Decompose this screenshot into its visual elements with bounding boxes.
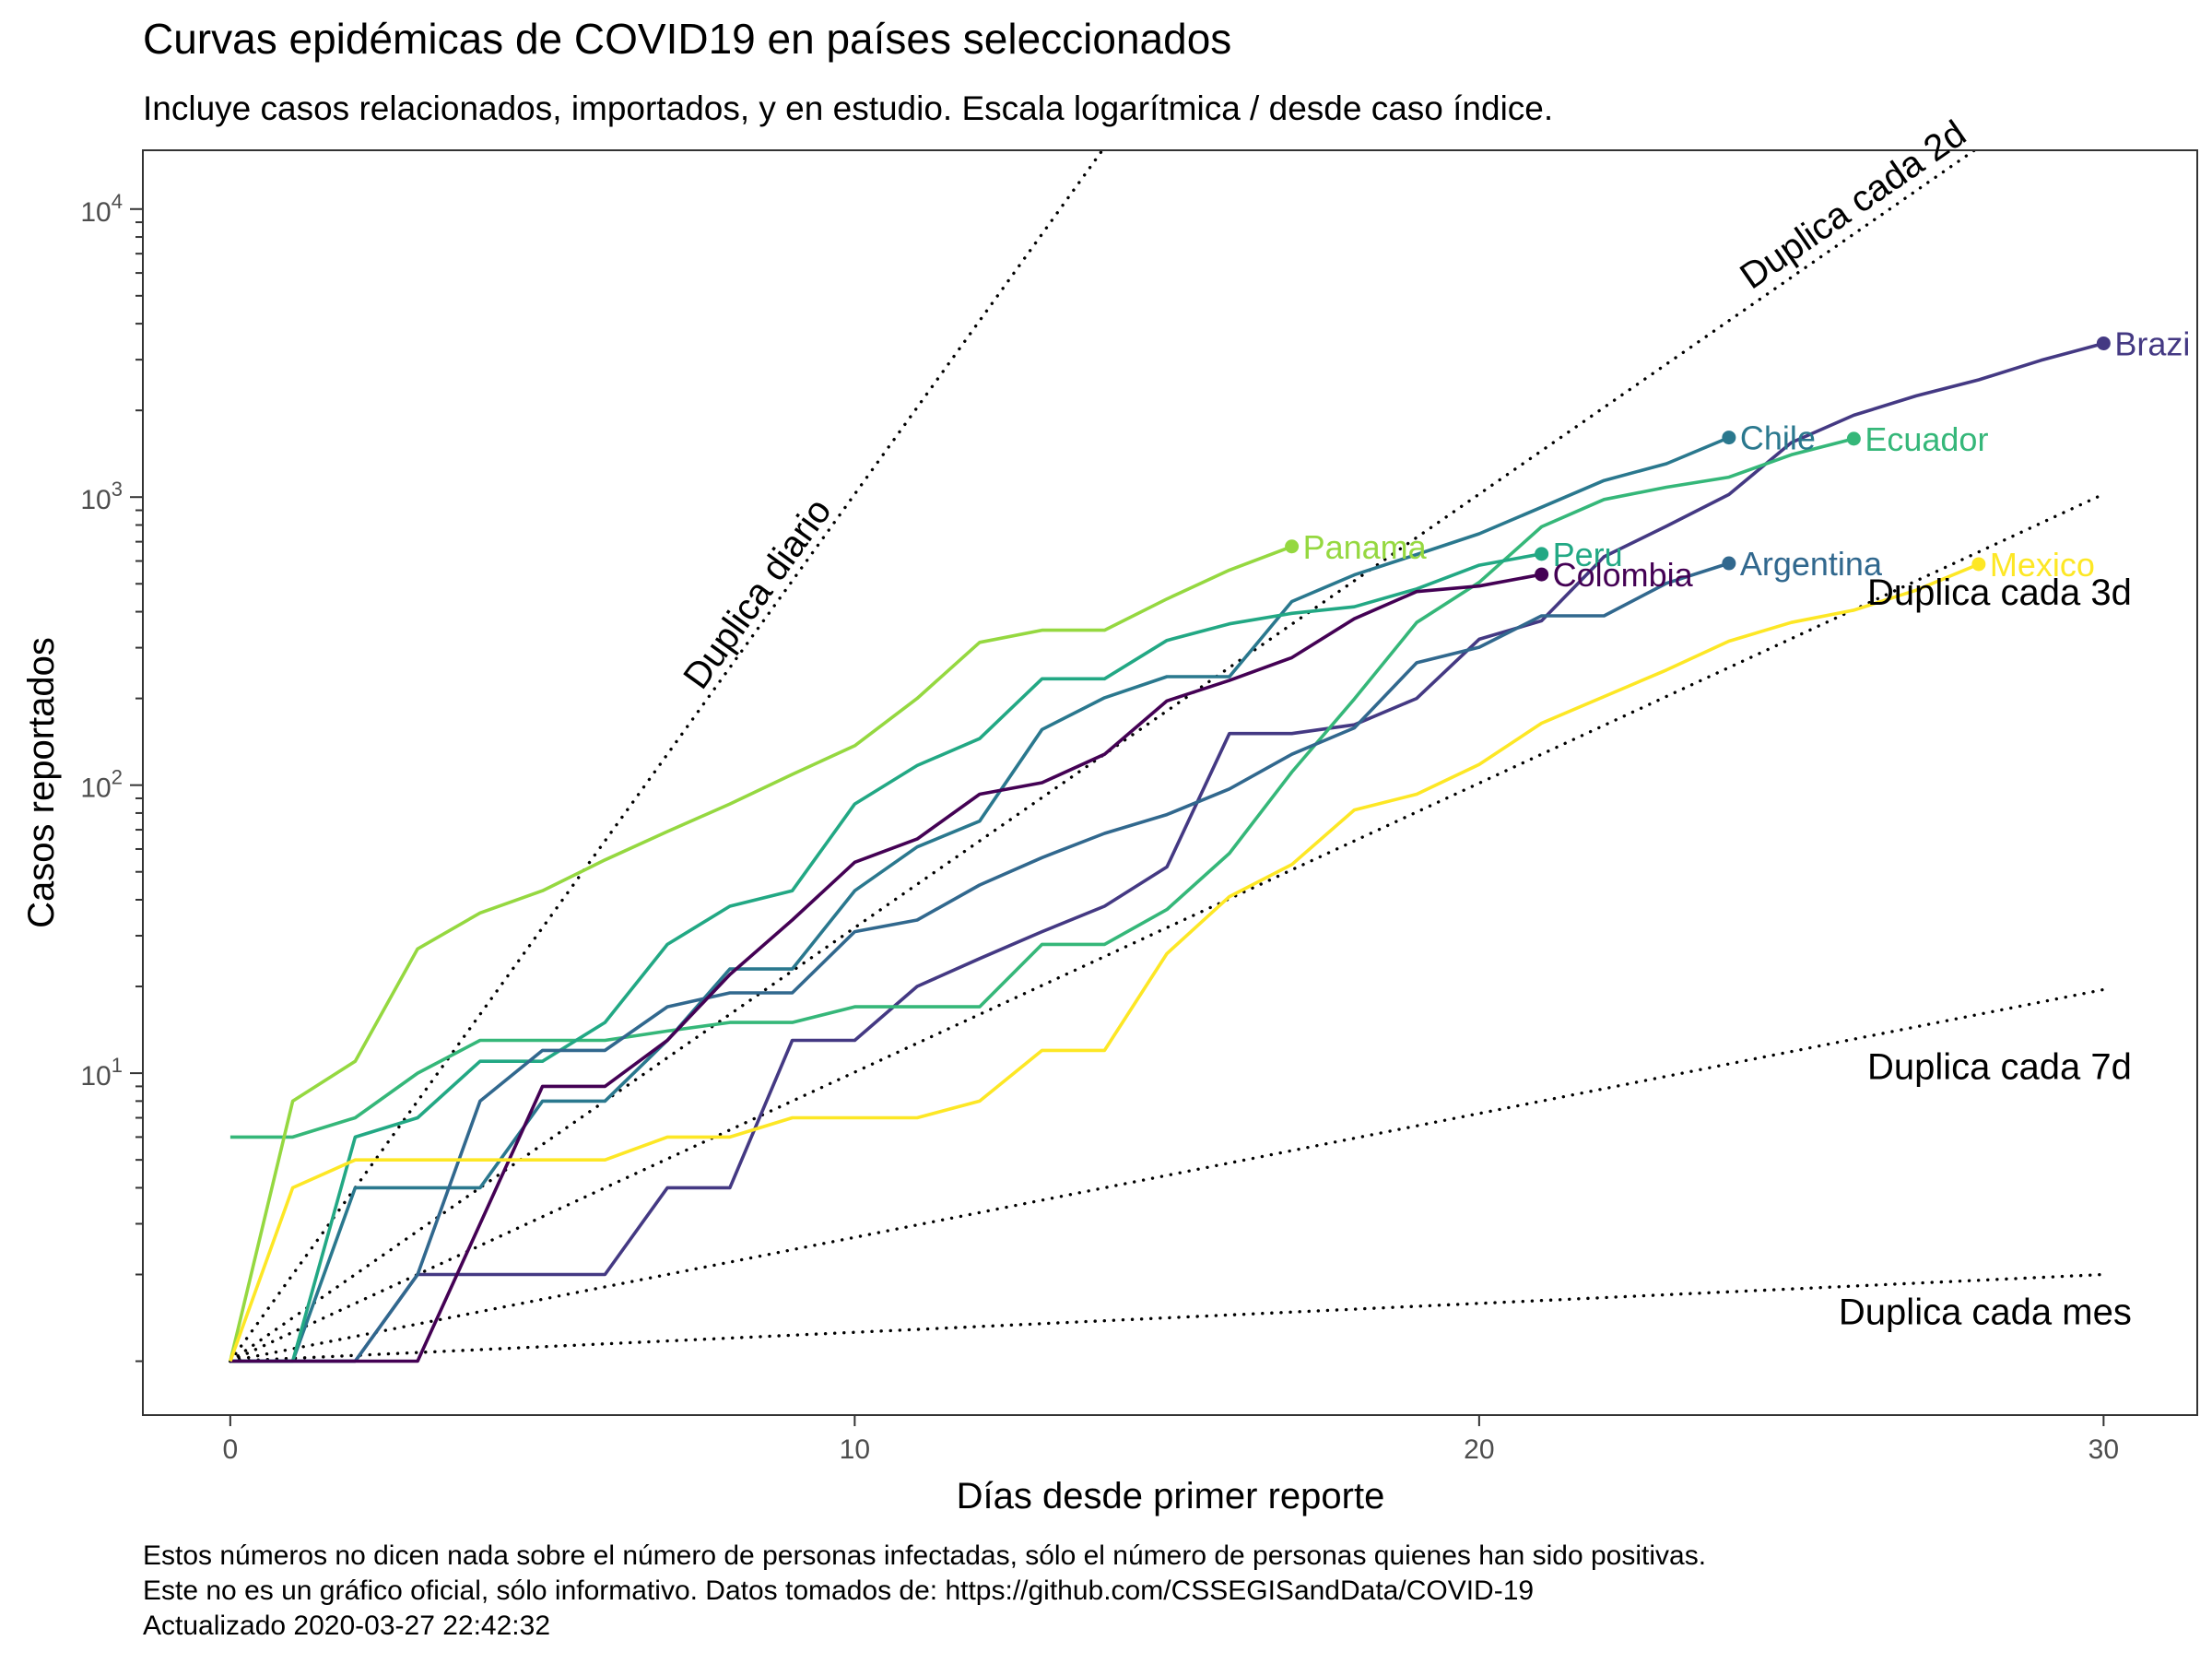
reference-line-duplica-cada-3d <box>229 492 2106 1363</box>
series-endpoint-colombia <box>1535 567 1549 582</box>
series-label-ecuador: Ecuador <box>1865 420 1988 458</box>
series-endpoint-ecuador <box>1846 431 1861 446</box>
x-tick-label: 10 <box>840 1434 870 1465</box>
series-line-panama <box>229 545 1293 1362</box>
reference-line-duplica-cada-mes <box>229 1272 2106 1363</box>
series-label-colombia: Colombia <box>1553 556 1694 594</box>
series-label-peru: Peru <box>1553 536 1623 573</box>
reference-line-duplica-cada-7d <box>229 987 2106 1363</box>
y-tick-label: 102 <box>80 766 123 804</box>
series-line-mexico <box>229 562 1980 1363</box>
series-line-brazil <box>229 341 2104 1363</box>
reference-line-duplica-diario <box>229 151 1104 1363</box>
series-endpoint-chile <box>1722 431 1736 445</box>
caption-line-2: Este no es un gráfico oficial, sólo info… <box>143 1575 1534 1606</box>
series-label-chile: Chile <box>1740 419 1816 457</box>
series-label-argentina: Argentina <box>1740 545 1883 583</box>
series-label-mexico: Mexico <box>1990 546 2095 584</box>
y-axis-title: Casos reportados <box>21 637 62 928</box>
x-tick-label: 30 <box>2088 1434 2119 1465</box>
reference-label-duplica-cada-2d: Duplica cada 2d <box>1733 113 1973 298</box>
series-line-colombia <box>229 572 1542 1363</box>
series-line-peru <box>229 552 1542 1363</box>
series-endpoint-panama <box>1285 539 1300 554</box>
reference-label-duplica-cada-3d: Duplica cada 3d <box>1867 572 2132 613</box>
series-endpoint-peru <box>1535 547 1549 561</box>
x-tick-label: 0 <box>223 1434 239 1465</box>
plot-panel-border <box>142 149 2198 1416</box>
series-line-argentina <box>229 561 1730 1363</box>
axes-layer: 0 10 20 30 101 102 103 104 <box>80 150 2119 1465</box>
reference-label-duplica-cada-mes: Duplica cada mes <box>1839 1292 2132 1332</box>
chart-title: Curvas epidémicas de COVID19 en países s… <box>143 15 1231 63</box>
series-endpoint-mexico <box>1971 557 1986 572</box>
reference-lines-layer <box>229 151 2106 1363</box>
series-label-brazil: Brazi <box>2114 325 2190 362</box>
reference-label-duplica-cada-7d: Duplica cada 7d <box>1867 1046 2132 1087</box>
series-line-ecuador <box>229 437 1854 1139</box>
series-labels-layer: Duplica diario Duplica cada 2d Duplica cad… <box>676 113 2190 1333</box>
y-tick-label: 101 <box>80 1054 123 1092</box>
caption-line-1: Estos números no dicen nada sobre el núm… <box>143 1540 1706 1571</box>
x-tick-label: 20 <box>1464 1434 1494 1465</box>
series-endpoint-argentina <box>1722 556 1736 571</box>
series-layer <box>229 341 2104 1363</box>
caption-line-3: Actualizado 2020-03-27 22:42:32 <box>143 1611 550 1641</box>
series-line-chile <box>229 435 1730 1363</box>
chart-subtitle: Incluye casos relacionados, importados, … <box>143 89 1553 127</box>
x-axis-title: Días desde primer reporte <box>957 1476 1385 1516</box>
series-label-panama: Panama <box>1303 528 1428 566</box>
series-endpoint-brazil <box>2096 336 2111 350</box>
reference-label-duplica-diario: Duplica diario <box>676 491 839 696</box>
y-tick-label: 104 <box>80 190 123 228</box>
y-tick-label: 103 <box>80 478 123 515</box>
